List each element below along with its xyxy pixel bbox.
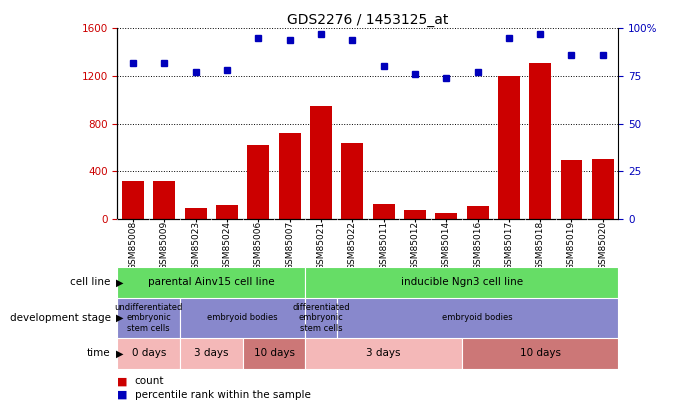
Bar xyxy=(435,213,457,219)
Text: GSM85023: GSM85023 xyxy=(191,221,200,270)
Text: ■: ■ xyxy=(117,376,128,386)
Bar xyxy=(153,181,176,219)
Text: GSM85017: GSM85017 xyxy=(504,221,513,271)
Bar xyxy=(117,298,180,338)
Text: GSM85009: GSM85009 xyxy=(160,221,169,271)
Text: ■: ■ xyxy=(117,390,128,400)
Bar xyxy=(462,338,618,369)
Bar xyxy=(372,205,395,219)
Text: GSM85019: GSM85019 xyxy=(567,221,576,271)
Text: differentiated
embryonic
stem cells: differentiated embryonic stem cells xyxy=(292,303,350,333)
Text: 10 days: 10 days xyxy=(520,348,560,358)
Bar xyxy=(591,159,614,219)
Bar xyxy=(498,76,520,219)
Text: GSM85024: GSM85024 xyxy=(223,221,231,270)
Text: ▶: ▶ xyxy=(116,277,124,288)
Title: GDS2276 / 1453125_at: GDS2276 / 1453125_at xyxy=(287,13,448,27)
Bar xyxy=(560,160,583,219)
Text: 0 days: 0 days xyxy=(131,348,166,358)
Text: GSM85007: GSM85007 xyxy=(285,221,294,271)
Bar xyxy=(243,338,305,369)
Bar xyxy=(122,181,144,219)
Text: count: count xyxy=(135,376,164,386)
Bar xyxy=(117,267,305,298)
Bar xyxy=(180,298,305,338)
Bar xyxy=(117,338,180,369)
Bar xyxy=(247,145,269,219)
Bar xyxy=(305,338,462,369)
Text: ▶: ▶ xyxy=(116,313,124,323)
Text: percentile rank within the sample: percentile rank within the sample xyxy=(135,390,311,400)
Text: GSM85020: GSM85020 xyxy=(598,221,607,270)
Text: undifferentiated
embryonic
stem cells: undifferentiated embryonic stem cells xyxy=(115,303,183,333)
Bar xyxy=(341,143,363,219)
Bar xyxy=(184,208,207,219)
Text: embryoid bodies: embryoid bodies xyxy=(442,313,513,322)
Text: 3 days: 3 days xyxy=(194,348,229,358)
Text: GSM85006: GSM85006 xyxy=(254,221,263,271)
Text: parental Ainv15 cell line: parental Ainv15 cell line xyxy=(148,277,275,288)
Bar xyxy=(180,338,243,369)
Bar xyxy=(337,298,618,338)
Bar xyxy=(216,205,238,219)
Text: GSM85022: GSM85022 xyxy=(348,221,357,270)
Text: GSM85021: GSM85021 xyxy=(316,221,325,270)
Text: GSM85012: GSM85012 xyxy=(410,221,419,270)
Bar xyxy=(466,206,489,219)
Text: GSM85014: GSM85014 xyxy=(442,221,451,270)
Text: embryoid bodies: embryoid bodies xyxy=(207,313,278,322)
Bar xyxy=(310,106,332,219)
Bar xyxy=(404,210,426,219)
Bar xyxy=(305,298,337,338)
Text: GSM85016: GSM85016 xyxy=(473,221,482,271)
Text: time: time xyxy=(87,348,111,358)
Text: GSM85018: GSM85018 xyxy=(536,221,545,271)
Text: development stage: development stage xyxy=(10,313,111,323)
Text: 10 days: 10 days xyxy=(254,348,294,358)
Text: cell line: cell line xyxy=(70,277,111,288)
Text: 3 days: 3 days xyxy=(366,348,401,358)
Bar xyxy=(529,63,551,219)
Bar xyxy=(278,133,301,219)
Text: GSM85008: GSM85008 xyxy=(129,221,138,271)
Text: inducible Ngn3 cell line: inducible Ngn3 cell line xyxy=(401,277,523,288)
Bar xyxy=(305,267,618,298)
Text: ▶: ▶ xyxy=(116,348,124,358)
Text: GSM85011: GSM85011 xyxy=(379,221,388,271)
